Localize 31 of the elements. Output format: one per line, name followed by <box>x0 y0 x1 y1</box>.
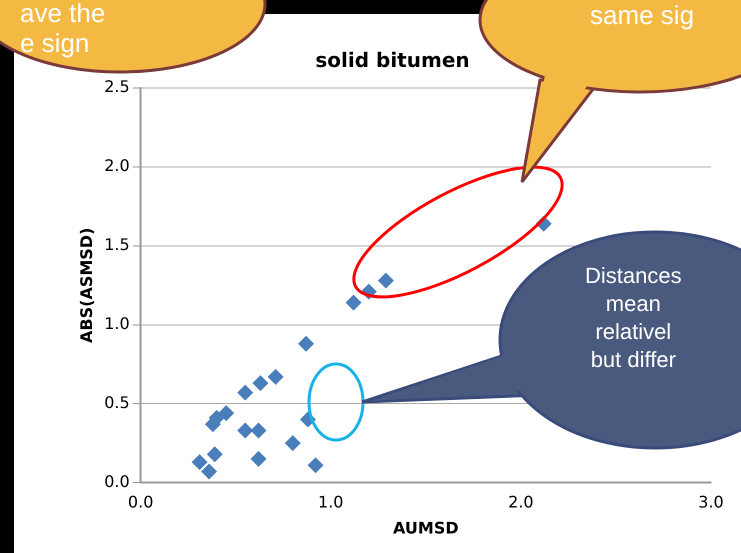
point <box>218 405 234 422</box>
point <box>378 272 394 289</box>
x-tick-label: 3.0 <box>698 492 724 512</box>
chart-title: solid bitumen <box>315 48 470 72</box>
point <box>201 464 218 480</box>
point <box>192 454 208 470</box>
point <box>284 435 301 452</box>
point <box>237 422 254 439</box>
x-tick-label: 0.0 <box>128 492 154 512</box>
text: same sig <box>590 0 694 30</box>
y-tick-label: 2.5 <box>104 77 130 96</box>
y-tick-label: 0.0 <box>104 472 130 491</box>
point <box>206 446 223 462</box>
point <box>298 336 314 352</box>
x-tick-label: 1.0 <box>318 492 344 512</box>
point <box>237 384 254 401</box>
y-tick-label: 1.0 <box>104 314 130 333</box>
point <box>252 375 268 392</box>
y-tick-label: 1.5 <box>104 234 130 254</box>
annotation: Distances mean relativel but differ <box>585 262 682 374</box>
x-axis-title: AUMSD <box>393 518 459 538</box>
x-tick-label: 2.0 <box>508 492 534 512</box>
y-axis-title: ABS(ASMSD) <box>76 228 96 343</box>
point <box>308 457 324 474</box>
y-tick-label: 2.0 <box>104 156 130 176</box>
point <box>250 422 267 439</box>
point <box>346 294 362 311</box>
point <box>250 450 267 467</box>
text: ave the e sign <box>20 0 106 58</box>
y-tick-label: 0.5 <box>104 392 130 412</box>
point <box>268 368 284 385</box>
